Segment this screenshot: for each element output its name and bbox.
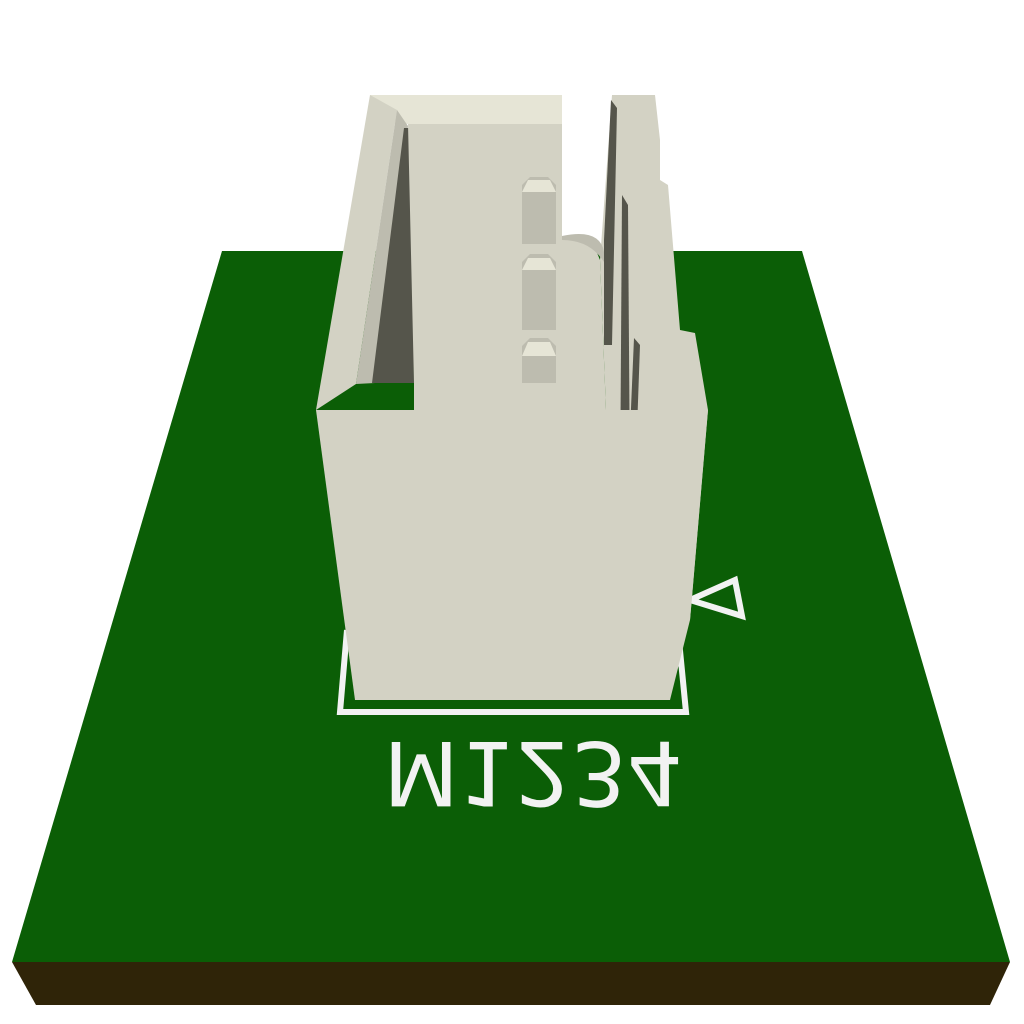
housing-right-slot-top xyxy=(604,100,617,345)
housing-left-cavity xyxy=(372,128,414,383)
housing-back-wall xyxy=(408,124,606,410)
contact-pins xyxy=(522,177,556,383)
housing-left-wall xyxy=(316,95,397,410)
contact-pin-low-cap xyxy=(522,342,556,356)
pin1-marker-icon xyxy=(681,575,746,621)
contact-pin-top xyxy=(522,177,556,244)
silkscreen-label: M1234 xyxy=(383,721,683,824)
housing-left-inner xyxy=(356,110,408,384)
silkscreen-outline xyxy=(336,629,690,715)
housing-notch-upper xyxy=(562,234,604,262)
housing-top-lip xyxy=(370,95,562,124)
pcb-board-edge xyxy=(12,962,1010,1005)
contact-pin-mid-cap xyxy=(522,258,556,270)
contact-pin-mid xyxy=(522,254,556,330)
housing-front-face xyxy=(316,410,708,700)
contact-pin-top-cap xyxy=(522,180,556,192)
